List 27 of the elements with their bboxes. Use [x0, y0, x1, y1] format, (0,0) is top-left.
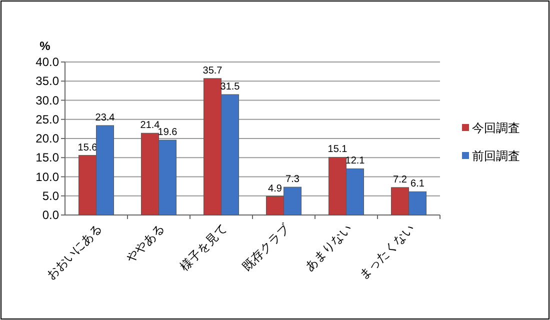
y-tick-label: 35.0	[36, 74, 60, 88]
y-tick-label: 0.0	[42, 208, 60, 222]
y-tick-label: 15.0	[36, 150, 60, 165]
y-tick-label: 25.0	[36, 112, 60, 126]
x-tick-label: 様子を見て	[177, 221, 230, 274]
data-label: 19.6	[158, 127, 178, 138]
data-label: 7.2	[393, 174, 408, 186]
data-label: 35.7	[202, 65, 223, 76]
y-tick-label: 40.0	[36, 55, 60, 69]
x-tick-label: ややある	[123, 221, 167, 266]
y-tick-label: 30.0	[36, 93, 60, 108]
x-tick-label: おおいにある	[44, 221, 104, 282]
y-tick-label: 5.0	[42, 188, 60, 203]
data-label: 23.4	[95, 112, 116, 124]
x-tick-label: あまりない	[302, 221, 354, 274]
y-tick-label: 10.0	[36, 170, 60, 184]
y-tick-label: 20.0	[36, 132, 60, 146]
x-tick-label: まったくない	[356, 221, 417, 282]
data-label: 6.1	[410, 178, 425, 190]
x-tick-label: 既存クラブ	[240, 220, 293, 274]
y-axis-title: %	[40, 39, 51, 53]
data-label: 15.6	[78, 142, 98, 154]
legend-label: 今回調査	[472, 121, 520, 135]
data-label: 7.3	[286, 174, 300, 186]
data-label: 4.9	[268, 183, 282, 194]
legend-label: 前回調査	[472, 149, 520, 163]
data-label: 15.1	[328, 144, 348, 156]
